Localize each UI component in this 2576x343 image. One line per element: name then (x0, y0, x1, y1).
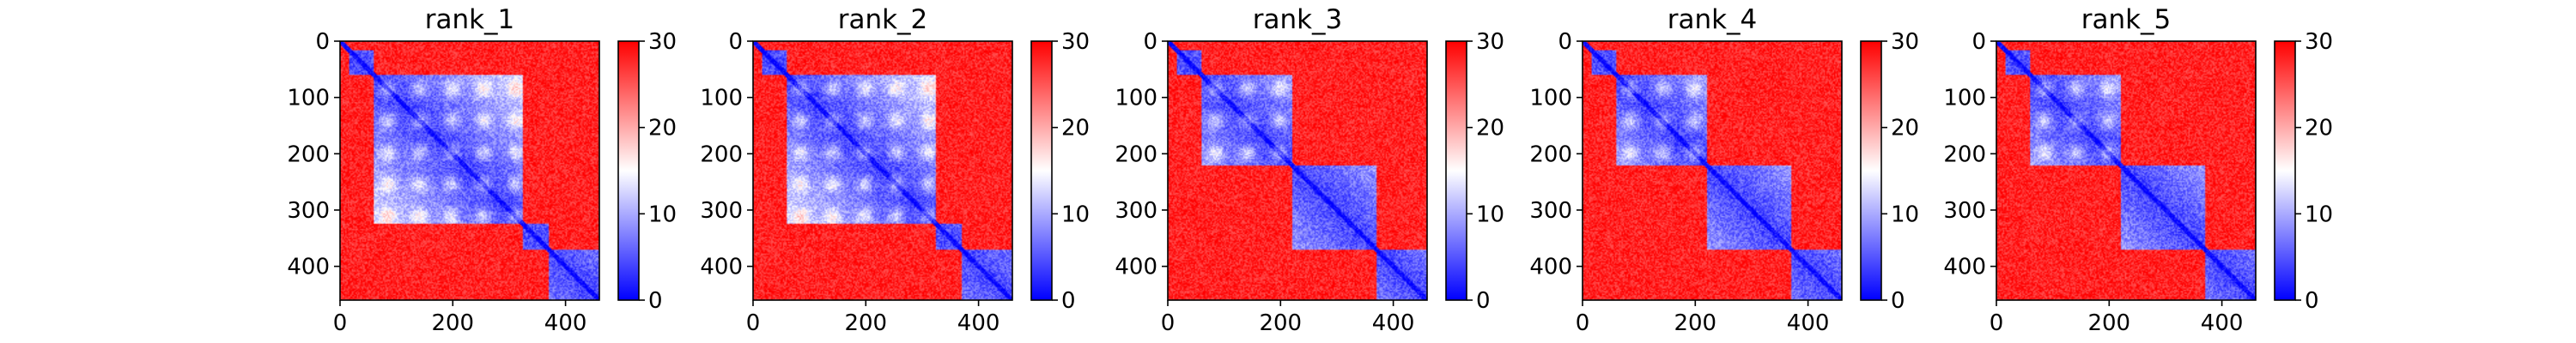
colorbar-tick-label: 20 (1891, 116, 1919, 141)
y-tick-label: 300 (287, 198, 330, 224)
colorbar-frame (1860, 40, 1882, 301)
panel-title: rank_4 (1668, 4, 1758, 35)
colorbar-tick-label: 0 (1476, 288, 1491, 314)
colorbar-tick-label: 10 (2305, 202, 2333, 227)
y-tick-label: 400 (700, 255, 743, 280)
colorbar-tick-label: 10 (1476, 202, 1504, 227)
y-tick-label: 0 (1558, 29, 1572, 55)
y-tick-label: 0 (315, 29, 330, 55)
colorbar-tick-label: 0 (1061, 288, 1076, 314)
panel-title: rank_2 (838, 4, 928, 35)
y-tick-label: 100 (1529, 86, 1572, 111)
heatmap-image (753, 41, 1012, 300)
colorbar-tick-label: 0 (1891, 288, 1905, 314)
colorbar-tick-label: 0 (648, 288, 663, 314)
y-tick-label: 0 (1143, 29, 1157, 55)
x-tick-label: 0 (1576, 310, 1590, 336)
colorbar-frame (617, 40, 640, 301)
heatmap-panel-5: rank_5 0 200 400 0 100 200 300 400 0 10 20 30 (1943, 4, 2333, 336)
y-tick-label: 100 (1115, 86, 1157, 111)
colorbar-frame (1030, 40, 1053, 301)
heatmap-panel-3: rank_3 0 200 400 0 100 200 300 400 0 10 20 30 (1115, 4, 1504, 336)
heatmap-panel-4: rank_4 0 200 400 0 100 200 300 400 0 10 20 30 (1529, 4, 1919, 336)
colorbar (1446, 41, 1467, 300)
y-tick-label: 100 (287, 86, 330, 111)
y-tick-label: 400 (1943, 255, 1986, 280)
panel-title: rank_3 (1253, 4, 1343, 35)
y-tick-label: 200 (700, 141, 743, 167)
x-tick-label: 0 (1990, 310, 2004, 336)
colorbar-tick-label: 30 (1891, 29, 1919, 55)
heatmap-image (340, 41, 599, 300)
colorbar (1861, 41, 1881, 300)
y-tick-label: 400 (1529, 255, 1572, 280)
colorbar-tick-label: 10 (1891, 202, 1919, 227)
colorbar-tick-label: 0 (2305, 288, 2319, 314)
x-tick-label: 400 (957, 310, 1000, 336)
x-tick-label: 0 (1161, 310, 1176, 336)
x-tick-label: 0 (746, 310, 761, 336)
x-tick-label: 200 (431, 310, 474, 336)
colorbar-tick-label: 10 (648, 202, 677, 227)
colorbar-tick-label: 20 (2305, 116, 2333, 141)
y-tick-label: 300 (1115, 198, 1157, 224)
y-tick-label: 100 (1943, 86, 1986, 111)
x-tick-label: 400 (1372, 310, 1415, 336)
x-tick-label: 400 (544, 310, 587, 336)
y-tick-label: 200 (1529, 141, 1572, 167)
colorbar-tick-label: 20 (1476, 116, 1504, 141)
axes-frame (752, 40, 1013, 301)
colorbar-tick-label: 20 (1061, 116, 1090, 141)
y-tick-label: 300 (1529, 198, 1572, 224)
colorbar (1031, 41, 1052, 300)
x-tick-label: 400 (1787, 310, 1830, 336)
y-tick-label: 100 (700, 86, 743, 111)
y-tick-label: 200 (1115, 141, 1157, 167)
colorbar-tick-label: 30 (1476, 29, 1504, 55)
colorbar-tick-label: 10 (1061, 202, 1090, 227)
colorbar (2275, 41, 2295, 300)
y-tick-label: 300 (1943, 198, 1986, 224)
heatmap-panel-1: rank_1 0 200 400 0 100 200 300 400 0 10 20 30 (287, 4, 677, 336)
colorbar-tick-label: 30 (2305, 29, 2333, 55)
heatmap-image (1168, 41, 1427, 300)
y-tick-label: 0 (728, 29, 743, 55)
y-tick-label: 200 (1943, 141, 1986, 167)
colorbar-tick-label: 20 (648, 116, 677, 141)
colorbar-tick-label: 30 (648, 29, 677, 55)
axes-frame (1996, 40, 2257, 301)
panel-title: rank_5 (2081, 4, 2172, 35)
panel-title: rank_1 (425, 4, 515, 35)
heatmap-image (1583, 41, 1842, 300)
x-tick-label: 0 (333, 310, 348, 336)
y-tick-label: 400 (1115, 255, 1157, 280)
x-tick-label: 200 (1674, 310, 1716, 336)
y-tick-label: 300 (700, 198, 743, 224)
colorbar (618, 41, 639, 300)
x-tick-label: 400 (2201, 310, 2244, 336)
y-tick-label: 0 (1971, 29, 1986, 55)
colorbar-tick-label: 30 (1061, 29, 1090, 55)
heatmap-image (1996, 41, 2256, 300)
heatmap-panel-2: rank_2 0 200 400 0 100 200 300 400 0 10 20 30 (700, 4, 1090, 336)
y-tick-label: 200 (287, 141, 330, 167)
x-tick-label: 200 (844, 310, 887, 336)
y-tick-label: 400 (287, 255, 330, 280)
axes-frame (1582, 40, 1843, 301)
x-tick-label: 200 (2087, 310, 2130, 336)
colorbar-frame (2274, 40, 2296, 301)
axes-frame (339, 40, 600, 301)
axes-frame (1167, 40, 1428, 301)
x-tick-label: 200 (1259, 310, 1302, 336)
colorbar-frame (1445, 40, 1467, 301)
